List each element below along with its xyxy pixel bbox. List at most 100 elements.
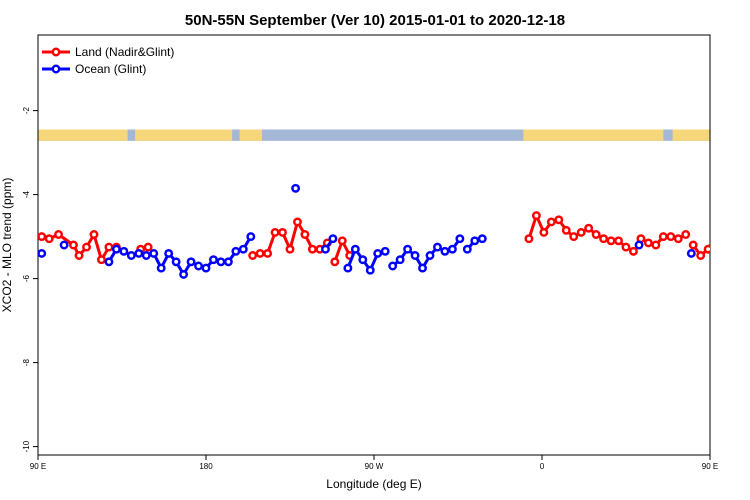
data-point bbox=[291, 183, 301, 193]
data-point bbox=[410, 251, 420, 260]
data-point bbox=[82, 242, 91, 252]
series-line bbox=[41, 233, 117, 262]
data-point bbox=[119, 246, 129, 256]
data-point bbox=[293, 217, 302, 227]
data-point bbox=[681, 230, 691, 239]
data-point bbox=[238, 244, 248, 254]
data-point bbox=[270, 227, 280, 237]
data-point bbox=[104, 257, 114, 267]
data-point bbox=[328, 234, 338, 244]
data-point bbox=[134, 248, 144, 258]
data-point bbox=[712, 244, 718, 250]
data-point bbox=[343, 263, 353, 273]
band-land bbox=[135, 129, 233, 141]
x-tick-label: 0 bbox=[540, 462, 545, 471]
data-point bbox=[629, 246, 638, 256]
data-point bbox=[111, 244, 121, 254]
chart-title: 50N-55N September (Ver 10) 2015-01-01 to… bbox=[185, 12, 565, 29]
band-land bbox=[672, 129, 710, 141]
series-land bbox=[38, 211, 733, 267]
y-tick-label: -6 bbox=[22, 274, 31, 282]
data-point bbox=[179, 269, 189, 279]
data-point bbox=[285, 244, 295, 254]
band-ocean bbox=[38, 129, 710, 141]
data-point bbox=[54, 230, 63, 239]
data-point bbox=[38, 248, 47, 258]
data-point bbox=[231, 246, 241, 256]
legend-swatch-marker bbox=[51, 64, 61, 74]
legend-label: Ocean (Glint) bbox=[75, 62, 146, 76]
data-point bbox=[278, 227, 287, 237]
data-point bbox=[380, 246, 390, 256]
data-point bbox=[576, 227, 586, 237]
data-point bbox=[621, 242, 631, 252]
data-point bbox=[143, 242, 153, 252]
data-point bbox=[447, 244, 457, 254]
legend-swatch-marker bbox=[51, 47, 61, 57]
y-tick-label: -4 bbox=[22, 190, 31, 198]
data-point bbox=[164, 248, 174, 258]
data-point bbox=[395, 255, 405, 265]
data-point bbox=[156, 263, 166, 273]
data-point bbox=[569, 232, 579, 242]
data-point bbox=[651, 240, 661, 250]
data-point bbox=[201, 263, 211, 273]
data-point bbox=[673, 234, 683, 244]
data-point bbox=[658, 232, 668, 242]
data-point bbox=[403, 244, 413, 254]
axis-ticks: 90 E 180 90 W 0 90 E -2 -4 -6 -8 -10 bbox=[22, 106, 718, 471]
data-point bbox=[614, 236, 623, 246]
y-tick-label: -8 bbox=[22, 358, 31, 366]
data-point bbox=[59, 240, 69, 250]
data-point bbox=[194, 261, 203, 271]
data-point bbox=[462, 244, 472, 254]
data-point bbox=[263, 248, 273, 258]
data-point bbox=[248, 251, 258, 260]
data-point bbox=[321, 244, 330, 254]
data-point bbox=[255, 248, 265, 258]
data-point bbox=[246, 232, 256, 242]
data-point bbox=[554, 215, 564, 225]
data-point bbox=[69, 240, 78, 250]
legend-label: Land (Nadir&Glint) bbox=[75, 45, 174, 59]
data-point bbox=[425, 251, 435, 260]
data-point bbox=[561, 225, 571, 235]
data-point bbox=[591, 230, 601, 239]
data-point bbox=[149, 248, 159, 258]
data-point bbox=[643, 238, 653, 248]
series-ocean bbox=[38, 183, 750, 279]
data-point bbox=[686, 248, 696, 258]
data-point bbox=[524, 234, 534, 244]
data-point bbox=[44, 234, 54, 244]
legend-item: Land (Nadir&Glint) bbox=[42, 45, 174, 59]
series-line bbox=[731, 249, 750, 268]
data-point bbox=[584, 223, 594, 233]
data-point bbox=[440, 246, 450, 256]
data-point bbox=[688, 240, 698, 250]
data-point bbox=[38, 232, 47, 242]
data-point bbox=[742, 248, 748, 254]
data-point bbox=[330, 257, 340, 267]
data-point bbox=[712, 231, 718, 237]
data-point bbox=[300, 230, 310, 239]
data-point bbox=[696, 251, 706, 260]
data-point bbox=[209, 255, 218, 265]
data-point bbox=[634, 240, 644, 250]
data-point bbox=[418, 263, 427, 273]
band-land bbox=[239, 129, 262, 141]
data-point bbox=[703, 244, 710, 254]
data-point bbox=[126, 251, 136, 260]
legend: Land (Nadir&Glint) Ocean (Glint) bbox=[42, 45, 174, 76]
x-tick-label: 90 E bbox=[30, 462, 46, 471]
data-point bbox=[727, 259, 733, 265]
data-series bbox=[38, 183, 750, 279]
y-tick-label: -2 bbox=[22, 106, 31, 114]
data-point bbox=[455, 234, 465, 244]
data-point bbox=[727, 244, 733, 250]
data-point bbox=[599, 234, 609, 244]
plot-frame bbox=[37, 34, 711, 456]
band-land bbox=[38, 129, 128, 141]
data-point bbox=[388, 261, 398, 271]
data-point bbox=[606, 236, 616, 246]
